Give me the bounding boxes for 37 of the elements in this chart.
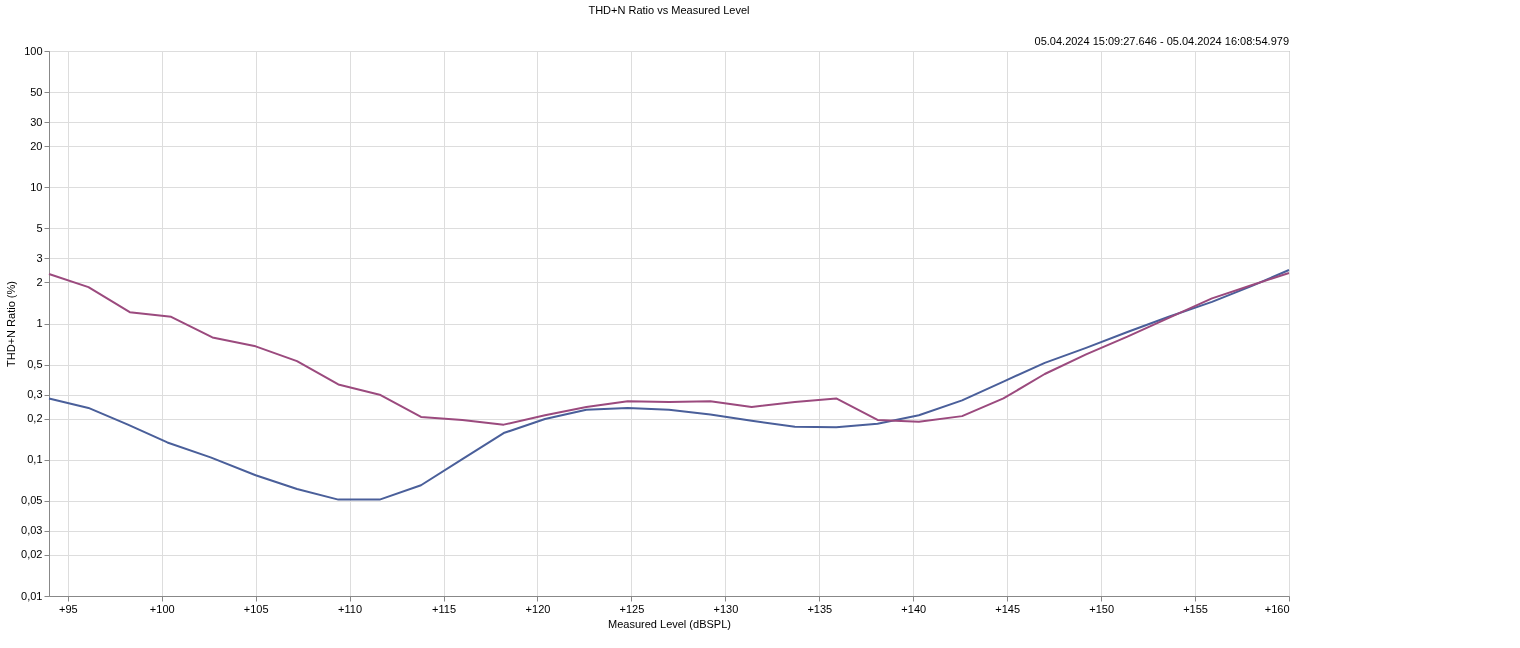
y-tick-label: 0,5 (27, 358, 43, 371)
x-tick-label: +155 (1183, 602, 1208, 615)
y-tick-label: 3 (36, 251, 43, 264)
x-tick-label: +150 (1089, 602, 1115, 615)
x-tick-label: +120 (525, 602, 551, 615)
chart-title: THD+N Ratio vs Measured Level (588, 4, 750, 16)
x-tick-label: +105 (243, 602, 269, 615)
text: 05.04.2024 15:09:27.646 - 05.04.2024 16:08:54.979 (1034, 35, 1289, 47)
y-tick-label: 0,3 (27, 388, 43, 401)
x-tick-label: +100 (149, 602, 175, 615)
x-tick-label: +130 (713, 602, 739, 615)
x-tick-label: +115 (432, 602, 457, 615)
y-tick-label: 0,01 (21, 589, 43, 602)
y-tick-label: 2 (36, 275, 43, 288)
line-series (48, 269, 1290, 501)
x-tick-label: +95 (58, 602, 78, 615)
y-tick-label: 30 (30, 115, 43, 128)
y-tick-label: 5 (36, 221, 43, 234)
x-tick-label: +140 (901, 602, 927, 615)
y-axis-title: THD+N Ratio (%) (5, 281, 18, 367)
x-axis-title: Measured Level (dBSPL) (608, 617, 731, 630)
x-tick-label: +125 (619, 602, 645, 615)
y-tick-label: 0,03 (21, 524, 43, 537)
y-tick-label: 0,1 (27, 453, 43, 466)
y-tick-label: 50 (30, 85, 43, 98)
x-tick-label: +145 (995, 602, 1021, 615)
x-tick-label: +160 (1264, 602, 1290, 615)
y-tick-label: 0,05 (21, 494, 43, 507)
line-series (48, 271, 1290, 426)
x-tick-label: +135 (807, 602, 833, 615)
y-tick-label: 0,2 (27, 412, 43, 425)
y-tick-label: 10 (30, 180, 43, 193)
y-tick-label: 100 (24, 44, 43, 57)
y-tick-label: 0,02 (21, 548, 43, 561)
y-tick-label: 1 (36, 317, 43, 329)
y-tick-label: 20 (30, 139, 43, 152)
x-tick-label: +110 (338, 602, 363, 615)
